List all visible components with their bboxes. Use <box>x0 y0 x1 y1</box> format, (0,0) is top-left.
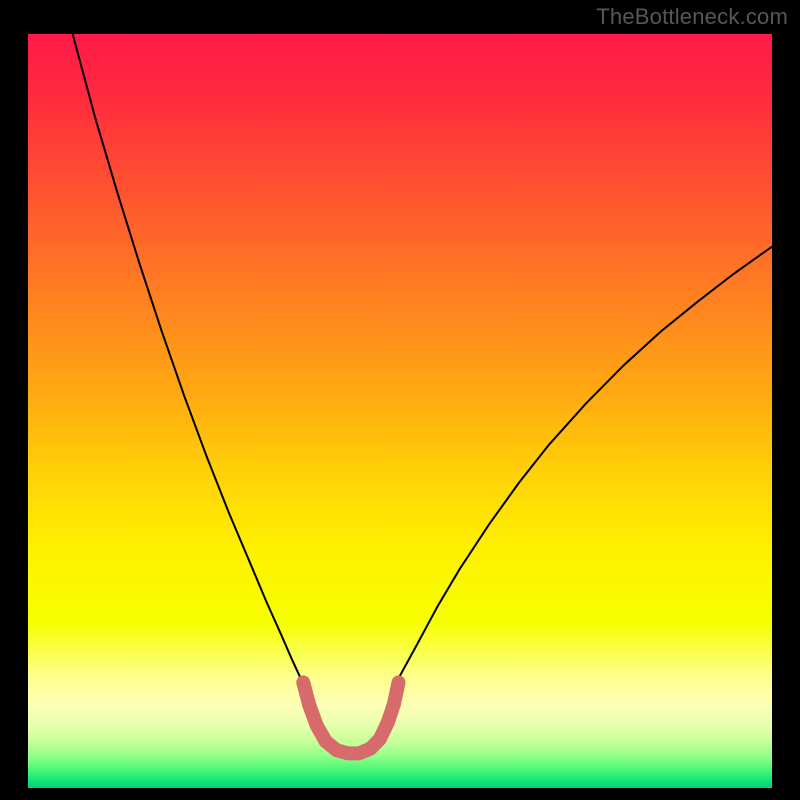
curve-layer <box>28 34 772 788</box>
curve-right <box>396 247 772 683</box>
chart-frame: TheBottleneck.com <box>0 0 800 800</box>
curve-left <box>73 34 304 684</box>
curve-bottom-u <box>303 682 398 753</box>
plot-area <box>28 34 772 788</box>
watermark-text: TheBottleneck.com <box>596 4 788 30</box>
